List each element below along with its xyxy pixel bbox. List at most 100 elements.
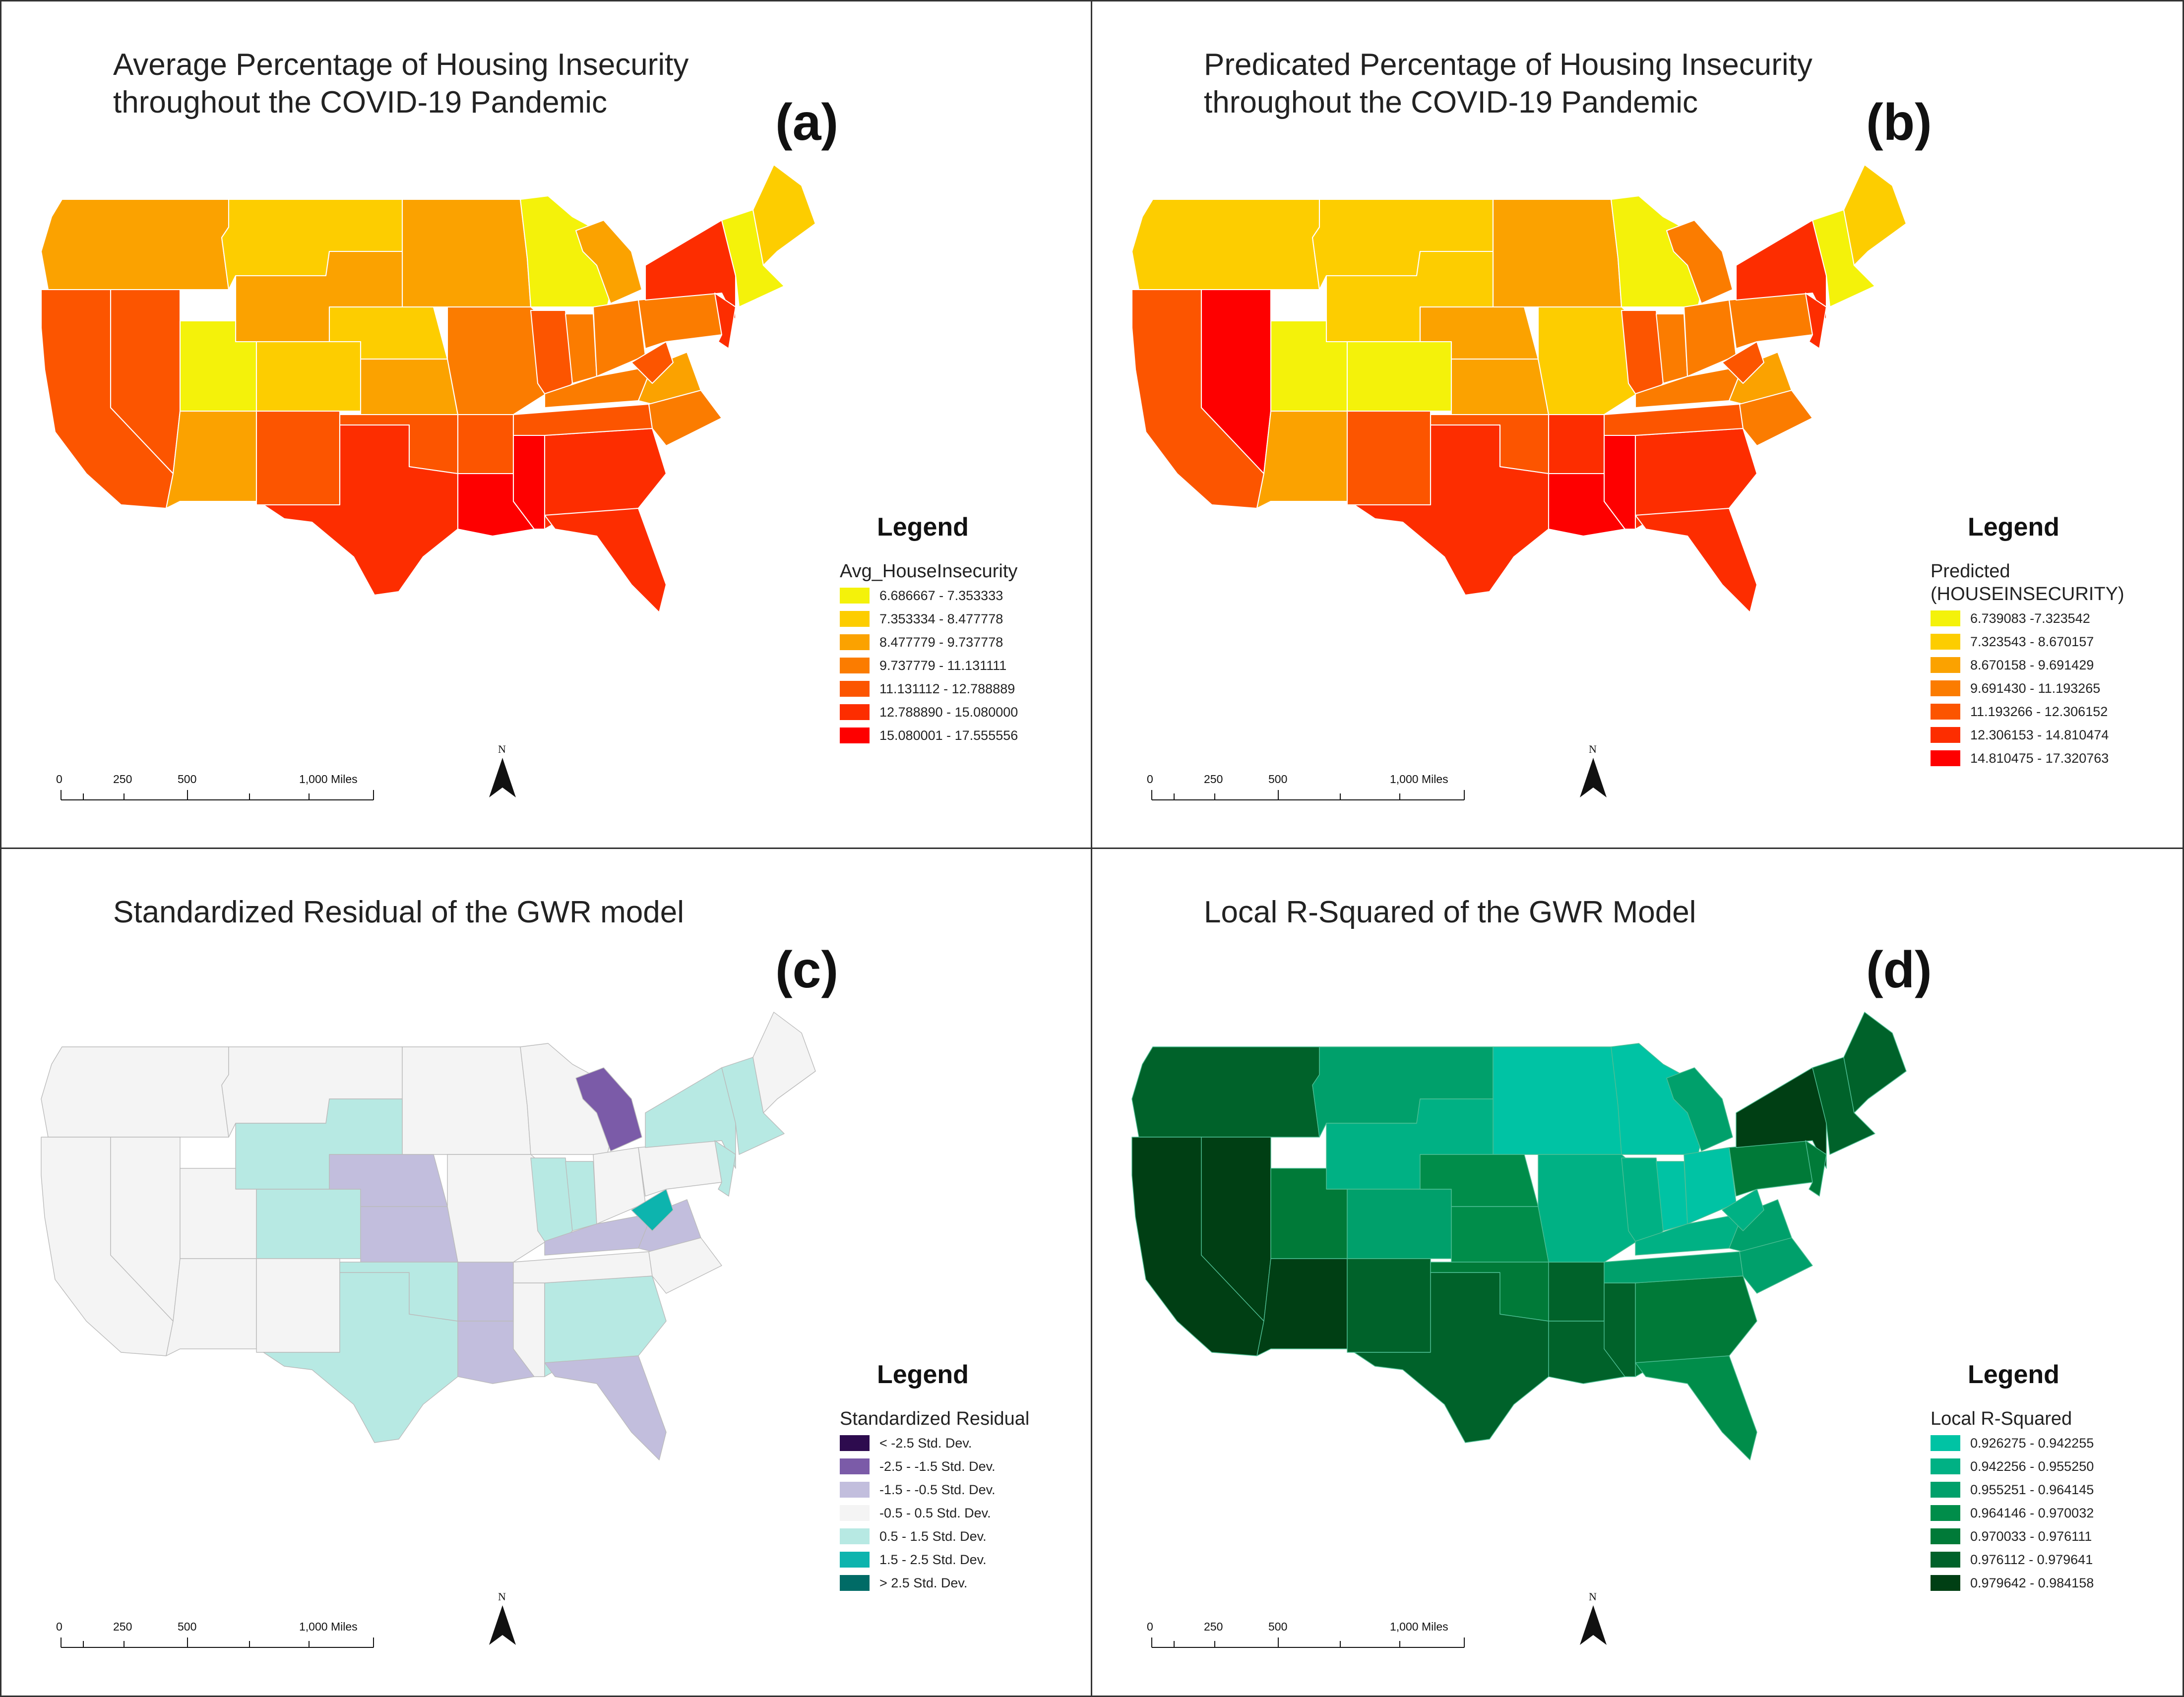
legend-swatch <box>1931 750 1960 766</box>
legend-label: 8.477779 - 9.737778 <box>879 635 1003 650</box>
region-ar <box>1548 414 1605 475</box>
legend-label: 6.739083 -7.323542 <box>1970 611 2090 626</box>
region-tn <box>512 403 653 436</box>
scale-label: 1,000 Miles <box>299 773 358 786</box>
legend-swatch <box>840 727 870 743</box>
legend-swatch <box>840 681 870 697</box>
legend-label: 7.323543 - 8.670157 <box>1970 634 2094 649</box>
north-label: N <box>1589 1590 1597 1603</box>
legend-label: 11.131112 - 12.788889 <box>879 681 1015 696</box>
region-fl <box>544 1355 667 1460</box>
panel-title: Local R-Squared of the GWR Model <box>1204 895 1696 929</box>
legend-field: Local R-Squared <box>1931 1408 2072 1429</box>
region-az <box>165 410 257 509</box>
legend-label: 12.306153 - 14.810474 <box>1970 727 2109 742</box>
legend-label: > 2.5 Std. Dev. <box>879 1576 968 1590</box>
region-me <box>1843 164 1907 266</box>
region-nw <box>40 198 230 291</box>
region-nj <box>1805 1140 1827 1197</box>
legend-label: 14.810475 - 17.320763 <box>1970 751 2109 766</box>
panel-d: Local R-Squared of the GWR Model (d) Leg… <box>1091 848 2184 1697</box>
panel-title: Standardized Residual of the GWR model <box>113 895 685 929</box>
region-nplains <box>1493 1046 1622 1155</box>
legend-swatch <box>840 658 870 673</box>
panel-title: Predicated Percentage of Housing Insecur… <box>1204 48 1812 120</box>
region-nw <box>1131 198 1320 291</box>
region-nc <box>1739 1237 1813 1294</box>
region-mi <box>575 219 643 304</box>
scale-label: 0 <box>1147 1620 1153 1633</box>
legend-item: 7.323543 - 8.670157 <box>1931 634 2183 650</box>
panel-tag: (d) <box>1866 941 1932 999</box>
region-co <box>255 341 362 412</box>
scale-label: 1,000 Miles <box>1390 773 1448 786</box>
region-wv <box>1721 341 1765 384</box>
choropleth-map <box>40 164 816 613</box>
north-arrow-icon <box>489 1605 516 1645</box>
legend-label: 8.670158 - 9.691429 <box>1970 658 2094 672</box>
panel-tag: (b) <box>1866 94 1932 151</box>
region-nc <box>1739 389 1813 447</box>
legend-item: 0.976112 - 0.979641 <box>1931 1552 2183 1568</box>
legend-swatch <box>1931 634 1960 650</box>
scale-label: 0 <box>56 1620 62 1633</box>
legend-label: -0.5 - 0.5 Std. Dev. <box>879 1506 991 1520</box>
scale-label: 250 <box>1204 1620 1223 1633</box>
legend-label: 9.691430 - 11.193265 <box>1970 681 2101 696</box>
scale-label: 500 <box>178 1620 197 1633</box>
legend-swatch <box>1931 1458 1960 1474</box>
legend-label: 0.970033 - 0.976111 <box>1970 1529 2092 1544</box>
legend-item: 0.942256 - 0.955250 <box>1931 1458 2183 1474</box>
legend-label: 9.737779 - 11.131111 <box>879 658 1007 673</box>
north-arrow-icon <box>1580 758 1607 797</box>
legend-label: 12.788890 - 15.080000 <box>879 705 1018 720</box>
legend-item: 8.477779 - 9.737778 <box>840 634 1091 650</box>
legend-item: 9.691430 - 11.193265 <box>1931 680 2183 696</box>
legend-swatch <box>840 704 870 720</box>
region-nj <box>1805 292 1827 350</box>
region-nm <box>255 410 341 506</box>
region-tn <box>1603 403 1744 436</box>
scale-bar: 0 250 500 1,000 Miles <box>51 1620 378 1650</box>
scale-label: 1,000 Miles <box>299 1620 358 1633</box>
legend-label: 6.686667 - 7.353333 <box>879 588 1003 603</box>
region-wv <box>1722 1189 1764 1231</box>
legend-item: 6.686667 - 7.353333 <box>840 588 1091 604</box>
region-fl <box>1634 507 1758 613</box>
scale-bar: 0 250 500 1,000 Miles <box>1142 773 1469 802</box>
region-tn <box>1604 1251 1744 1283</box>
scale-label: 0 <box>56 773 62 786</box>
region-ar <box>457 1262 514 1322</box>
region-ks <box>360 1206 458 1263</box>
region-nw <box>1131 1046 1320 1138</box>
legend-label: 0.979642 - 0.984158 <box>1970 1576 2094 1590</box>
region-me <box>1843 1012 1907 1113</box>
legend-item: 15.080001 - 17.555556 <box>840 727 1091 743</box>
region-pa <box>638 1140 722 1197</box>
legend-title: Legend <box>877 1360 969 1389</box>
panel-c: Standardized Residual of the GWR model (… <box>0 848 1092 1697</box>
legend-swatch <box>1931 1575 1960 1591</box>
region-nplains <box>1492 198 1622 308</box>
legend-swatch <box>1931 727 1960 743</box>
legend-label: -2.5 - -1.5 Std. Dev. <box>879 1459 996 1474</box>
region-mi <box>1666 219 1734 304</box>
panel-title: Average Percentage of Housing Insecurity… <box>113 48 689 120</box>
region-az <box>166 1258 257 1356</box>
legend-item: 0.964146 - 0.970032 <box>1931 1505 2183 1521</box>
legend-swatch <box>840 588 870 604</box>
legend-item: 11.193266 - 12.306152 <box>1931 704 2183 720</box>
legend-item: 0.955251 - 0.964145 <box>1931 1482 2183 1498</box>
north-arrow-icon <box>489 758 516 797</box>
region-az <box>1256 410 1348 509</box>
legend-swatch <box>1931 1528 1960 1544</box>
legend-item: 8.670158 - 9.691429 <box>1931 657 2183 673</box>
legend-item: -2.5 - -1.5 Std. Dev. <box>840 1458 1091 1474</box>
legend-item: 1.5 - 2.5 Std. Dev. <box>840 1552 1091 1568</box>
choropleth-map <box>1131 164 1907 613</box>
legend-item: 0.979642 - 0.984158 <box>1931 1575 2183 1591</box>
choropleth-map <box>1131 1012 1907 1460</box>
region-me <box>752 164 816 266</box>
region-me <box>752 1012 816 1113</box>
legend-item: 12.306153 - 14.810474 <box>1931 727 2183 743</box>
